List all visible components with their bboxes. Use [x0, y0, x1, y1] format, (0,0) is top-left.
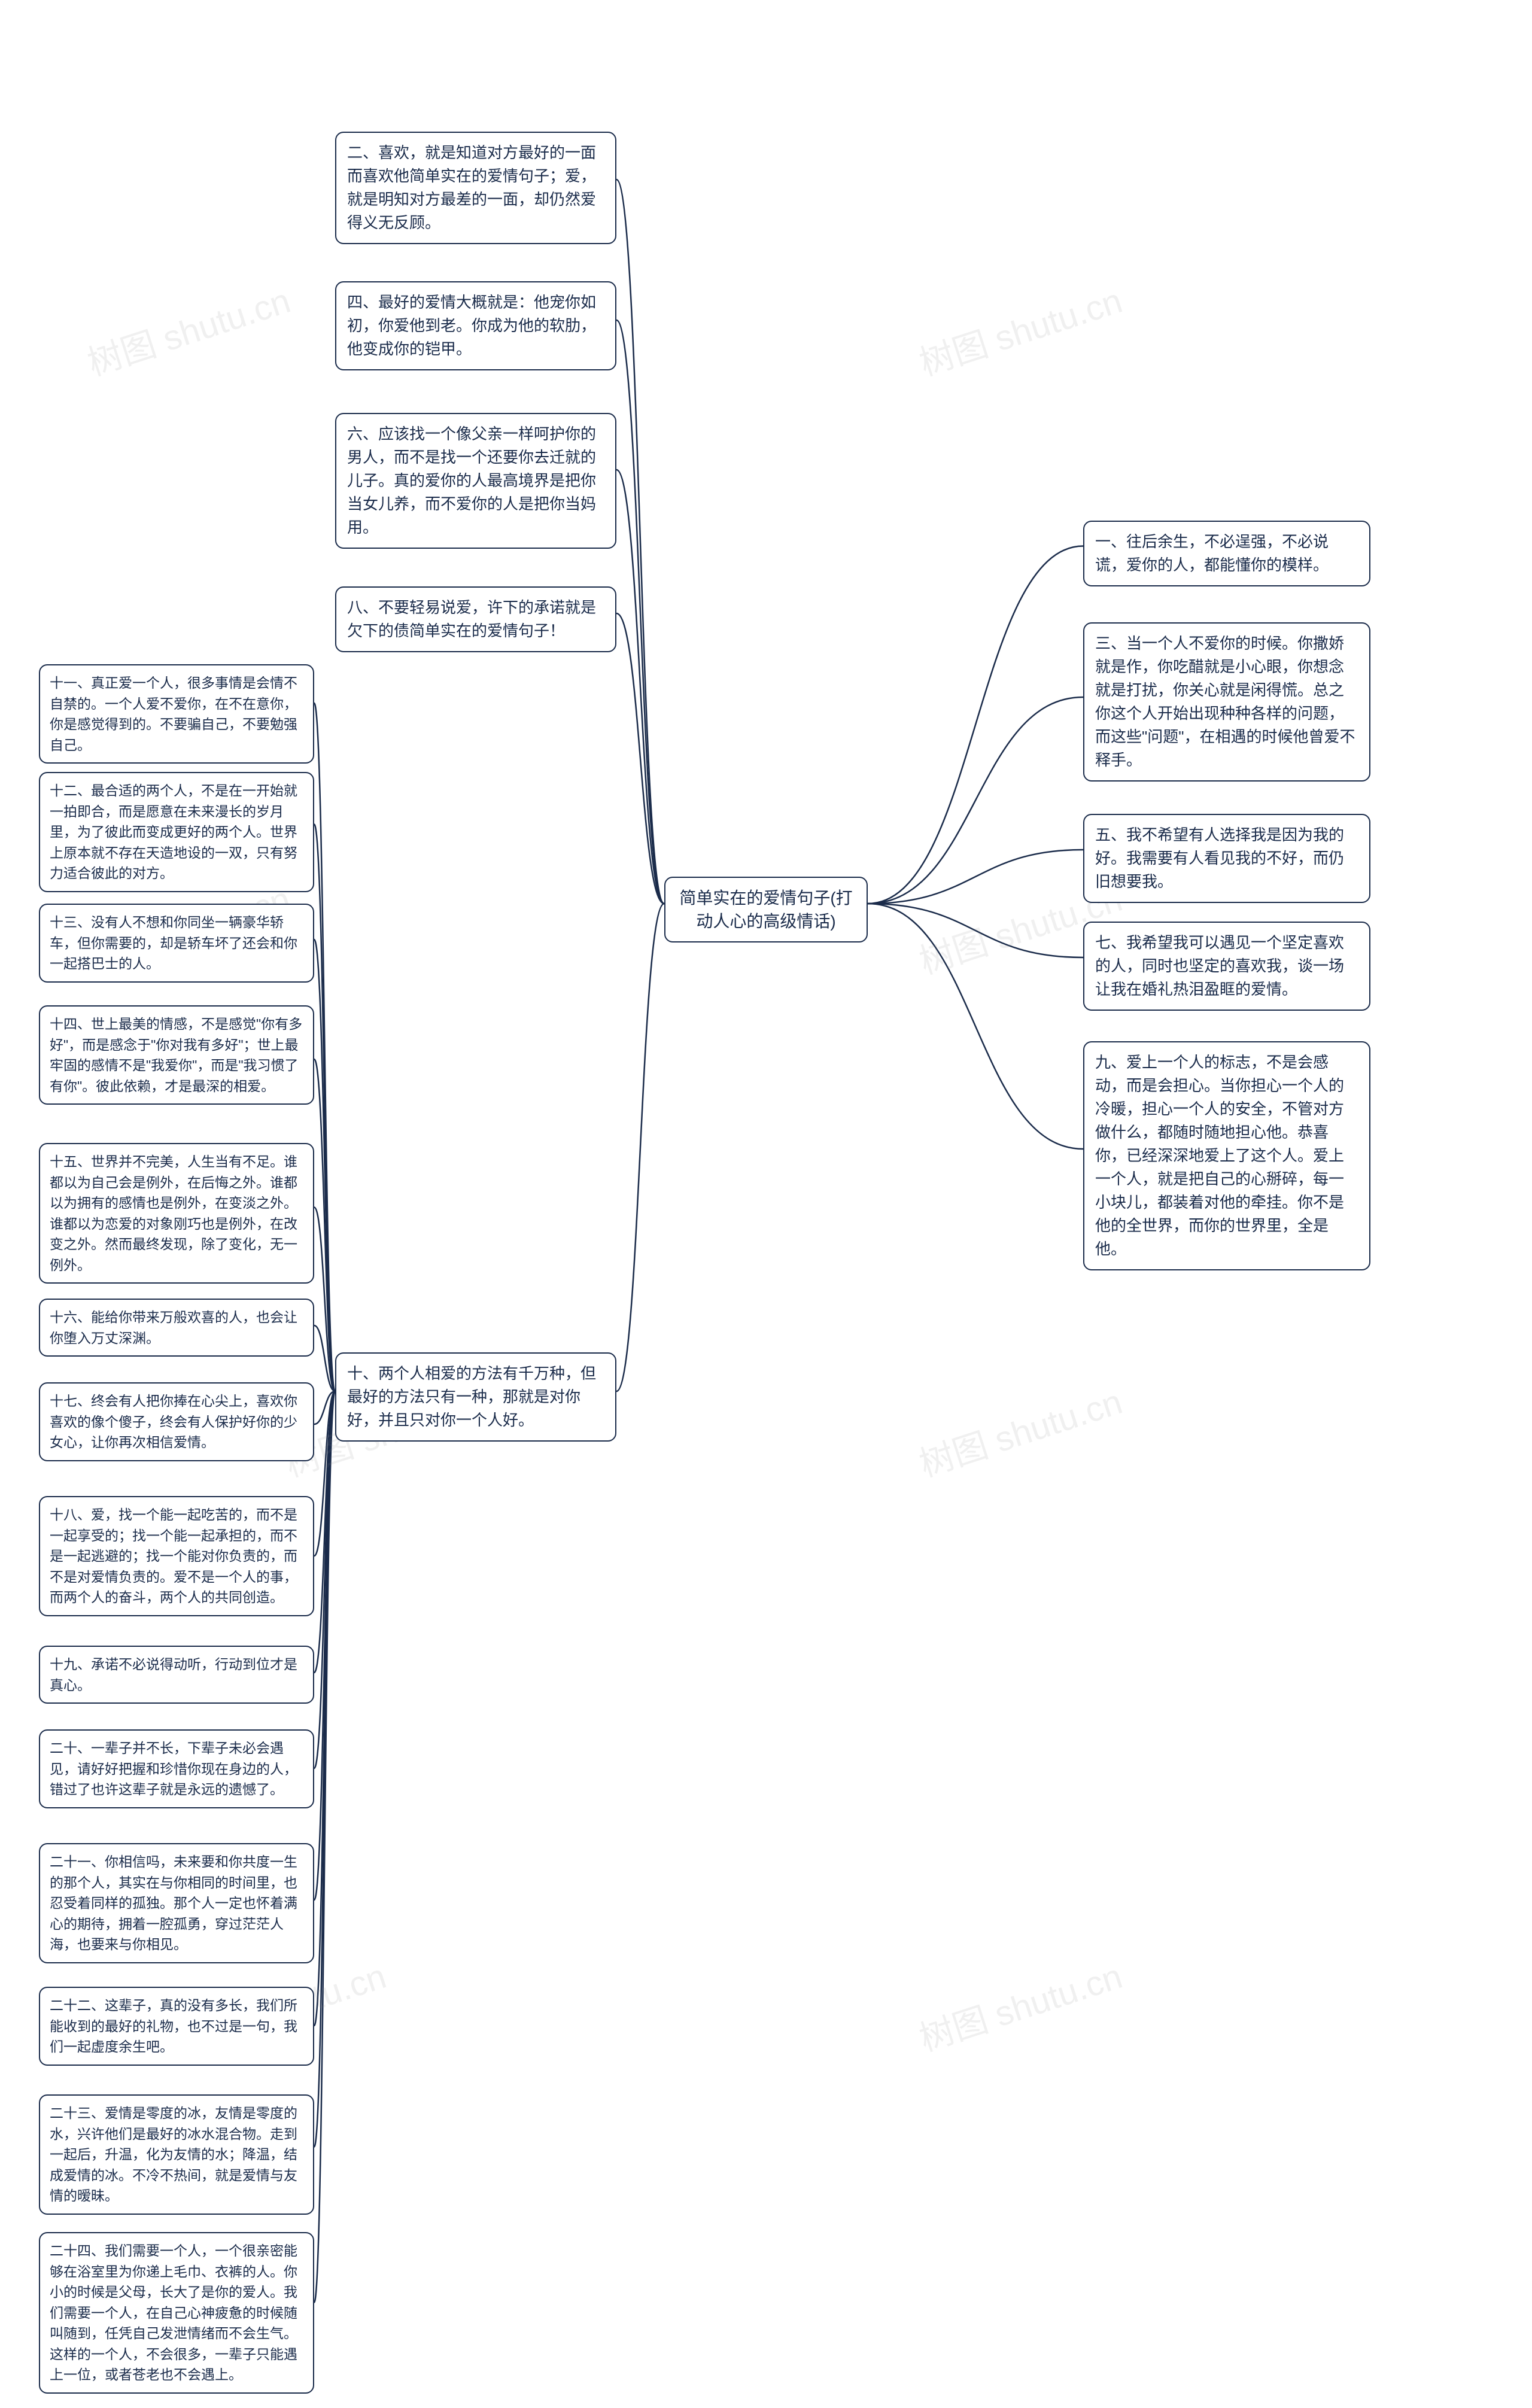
mindmap-node: 二十一、你相信吗，未来要和你共度一生的那个人，其实在与你相同的时间里，也忍受着同…: [39, 1843, 314, 1963]
mindmap-node: 二十、一辈子并不长，下辈子未必会遇见，请好好把握和珍惜你现在身边的人，错过了也许…: [39, 1729, 314, 1808]
mindmap-node: 十四、世上最美的情感，不是感觉"你有多好"，而是感念于"你对我有多好"；世上最牢…: [39, 1005, 314, 1105]
mindmap-node: 八、不要轻易说爱，许下的承诺就是欠下的债简单实在的爱情句子！: [335, 586, 616, 652]
mindmap-node: 十八、爱，找一个能一起吃苦的，而不是一起享受的；找一个能一起承担的，而不是一起逃…: [39, 1496, 314, 1616]
mindmap-node: 二十二、这辈子，真的没有多长，我们所能收到的最好的礼物，也不过是一句，我们一起虚…: [39, 1987, 314, 2066]
mindmap-node: 十七、终会有人把你捧在心尖上，喜欢你喜欢的像个傻子，终会有人保护好你的少女心，让…: [39, 1382, 314, 1461]
mindmap-node: 二十三、爱情是零度的冰，友情是零度的水，兴许他们是最好的冰水混合物。走到一起后，…: [39, 2094, 314, 2215]
watermark: 树图 shutu.cn: [80, 273, 296, 385]
watermark: 树图 shutu.cn: [912, 1374, 1127, 1486]
mindmap-node: 六、应该找一个像父亲一样呵护你的男人，而不是找一个还要你去迁就的儿子。真的爱你的…: [335, 413, 616, 549]
mindmap-canvas: 简单实在的爱情句子(打动人心的高级情话) 树图 shutu.cn 树图 shutu.…: [0, 0, 1532, 2408]
mindmap-node: 十三、没有人不想和你同坐一辆豪华轿车，但你需要的，却是轿车坏了还会和你一起搭巴士…: [39, 904, 314, 983]
mindmap-node: 四、最好的爱情大概就是：他宠你如初，你爱他到老。你成为他的软肋，他变成你的铠甲。: [335, 281, 616, 370]
mindmap-node: 七、我希望我可以遇见一个坚定喜欢的人，同时也坚定的喜欢我，谈一场让我在婚礼热泪盈…: [1083, 922, 1370, 1011]
center-node: 简单实在的爱情句子(打动人心的高级情话): [664, 877, 868, 942]
mindmap-node: 十六、能给你带来万般欢喜的人，也会让你堕入万丈深渊。: [39, 1299, 314, 1357]
mindmap-node: 十、两个人相爱的方法有千万种，但最好的方法只有一种，那就是对你好，并且只对你一个…: [335, 1352, 616, 1442]
mindmap-node: 三、当一个人不爱你的时候。你撒娇就是作，你吃醋就是小心眼，你想念就是打扰，你关心…: [1083, 622, 1370, 782]
mindmap-node: 二、喜欢，就是知道对方最好的一面而喜欢他简单实在的爱情句子；爱，就是明知对方最差…: [335, 132, 616, 244]
mindmap-node: 十一、真正爱一个人，很多事情是会情不自禁的。一个人爱不爱你，在不在意你，你是感觉…: [39, 664, 314, 764]
mindmap-node: 十五、世界并不完美，人生当有不足。谁都以为自己会是例外，在后悔之外。谁都以为拥有…: [39, 1143, 314, 1284]
mindmap-node: 五、我不希望有人选择我是因为我的好。我需要有人看见我的不好，而仍旧想要我。: [1083, 814, 1370, 903]
watermark: 树图 shutu.cn: [912, 1948, 1127, 2061]
mindmap-node: 一、往后余生，不必逞强，不必说谎，爱你的人，都能懂你的模样。: [1083, 521, 1370, 586]
mindmap-node: 二十四、我们需要一个人，一个很亲密能够在浴室里为你递上毛巾、衣裤的人。你小的时候…: [39, 2232, 314, 2394]
mindmap-node: 十九、承诺不必说得动听，行动到位才是真心。: [39, 1646, 314, 1704]
mindmap-node: 九、爱上一个人的标志，不是会感动，而是会担心。当你担心一个人的冷暖，担心一个人的…: [1083, 1041, 1370, 1270]
watermark: 树图 shutu.cn: [912, 273, 1127, 385]
mindmap-node: 十二、最合适的两个人，不是在一开始就一拍即合，而是愿意在未来漫长的岁月里，为了彼…: [39, 772, 314, 892]
